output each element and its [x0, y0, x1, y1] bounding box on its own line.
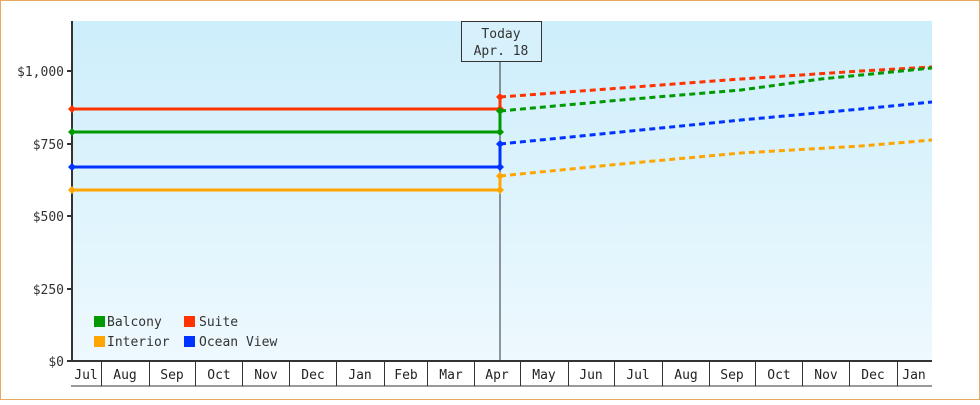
series-balcony [68, 66, 933, 136]
x-label-feb: Feb [394, 368, 418, 383]
x-label-dec: Dec [301, 368, 324, 383]
x-label-nov: Nov [254, 368, 278, 383]
series-interior [68, 138, 933, 194]
y-label-500: $500 [33, 210, 64, 225]
x-label-oct-2: Oct [767, 368, 790, 383]
x-label-jul: Jul [74, 368, 97, 383]
x-label-jul-2: Jul [626, 368, 649, 383]
legend-item-balcony[interactable]: Balcony [94, 315, 162, 330]
legend-swatch-interior [94, 336, 105, 347]
svg-text:Balcony: Balcony [107, 315, 162, 330]
x-label-sep-2: Sep [720, 368, 744, 383]
today-label: Today [481, 27, 520, 42]
series-ocean-view [68, 100, 933, 171]
legend: Balcony Suite Interior Ocean View [94, 315, 277, 350]
x-label-apr: Apr [485, 368, 509, 383]
legend-item-ocean-view[interactable]: Ocean View [184, 335, 277, 350]
legend-item-interior[interactable]: Interior [94, 335, 170, 350]
x-label-oct: Oct [207, 368, 230, 383]
legend-swatch-ocean-view [184, 336, 195, 347]
legend-swatch-balcony [94, 316, 105, 327]
x-label-aug-2: Aug [674, 368, 697, 383]
x-label-sep: Sep [160, 368, 184, 383]
svg-text:Interior: Interior [107, 335, 170, 350]
y-label-1000: $1,000 [17, 65, 64, 80]
today-label-box: Today Apr. 18 [461, 21, 542, 62]
x-tick-dividers [101, 361, 898, 386]
x-label-may: May [532, 368, 556, 383]
today-date: Apr. 18 [474, 44, 529, 59]
x-label-jun: Jun [579, 368, 602, 383]
x-label-nov-2: Nov [814, 368, 838, 383]
x-label-aug: Aug [113, 368, 136, 383]
x-label-jan-2: Jan [902, 368, 925, 383]
svg-text:Ocean View: Ocean View [199, 335, 277, 350]
legend-item-suite[interactable]: Suite [184, 315, 238, 330]
x-label-dec-2: Dec [861, 368, 884, 383]
x-label-mar: Mar [439, 368, 463, 383]
legend-swatch-suite [184, 316, 195, 327]
x-label-jan: Jan [348, 368, 371, 383]
y-label-750: $750 [33, 138, 64, 153]
y-label-0: $0 [48, 355, 64, 370]
svg-text:Suite: Suite [199, 315, 238, 330]
y-label-250: $250 [33, 283, 64, 298]
